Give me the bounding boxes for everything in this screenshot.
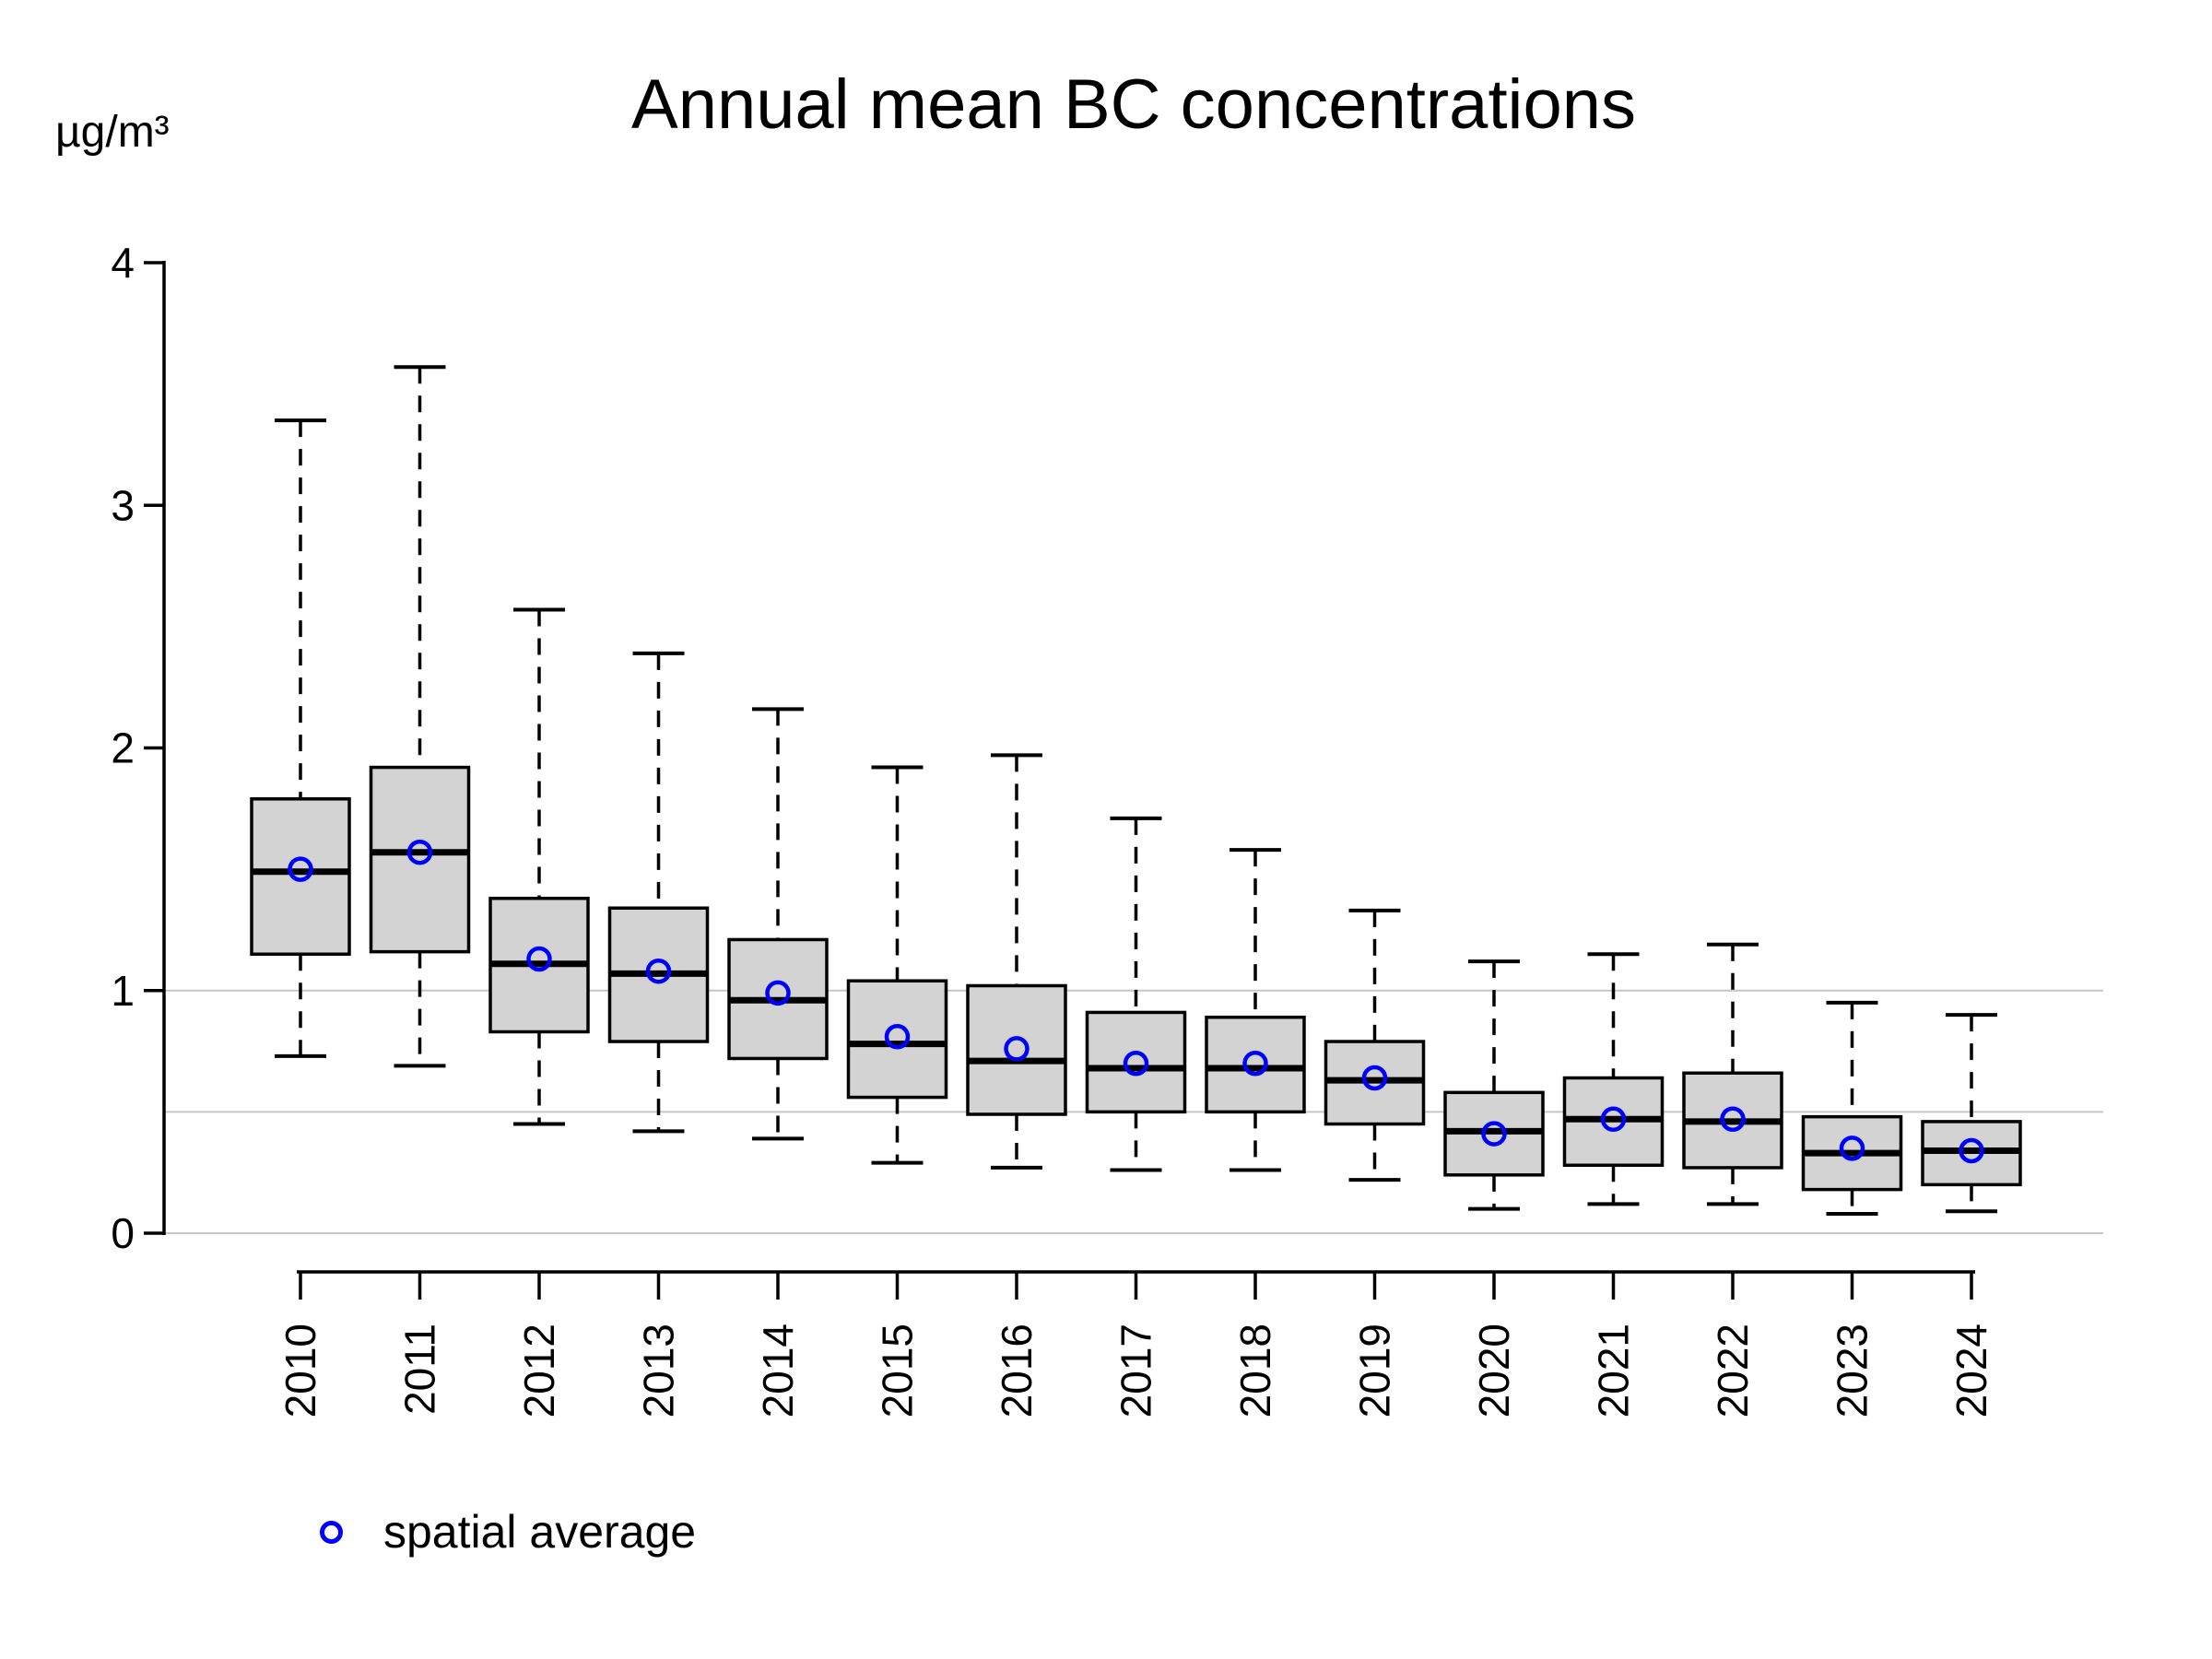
mean-marker bbox=[1839, 1135, 1865, 1161]
boxplot-2018 bbox=[1205, 848, 1306, 1172]
mean-marker bbox=[645, 958, 672, 984]
y-axis-unit-label: µg/m³ bbox=[55, 108, 170, 157]
x-tick-label-2012: 2012 bbox=[515, 1324, 563, 1418]
boxplot-2013 bbox=[607, 651, 710, 1134]
x-tick-label-2017: 2017 bbox=[1112, 1324, 1160, 1418]
boxplot-2010 bbox=[250, 418, 351, 1058]
boxplot-2015 bbox=[846, 765, 948, 1165]
x-tick-label-2022: 2022 bbox=[1709, 1324, 1757, 1418]
x-tick-label-2014: 2014 bbox=[754, 1324, 802, 1418]
x-tick-label-2013: 2013 bbox=[635, 1324, 683, 1418]
x-tick-label-2015: 2015 bbox=[874, 1324, 922, 1418]
boxplot-2020 bbox=[1443, 959, 1545, 1211]
mean-marker bbox=[1123, 1050, 1149, 1077]
y-tick-label-2: 2 bbox=[111, 724, 135, 772]
mean-marker bbox=[765, 980, 791, 1006]
boxplot-2011 bbox=[369, 365, 471, 1068]
x-tick-label-2020: 2020 bbox=[1470, 1324, 1518, 1418]
boxplot-2023 bbox=[1801, 1000, 1903, 1216]
boxplot-2017 bbox=[1085, 816, 1187, 1172]
x-tick-label-2011: 2011 bbox=[396, 1324, 444, 1415]
spatial-average-circle-icon bbox=[320, 1520, 343, 1544]
iqr-box bbox=[1205, 1015, 1306, 1114]
boxplot-2022 bbox=[1682, 942, 1783, 1206]
mean-marker bbox=[1004, 1036, 1030, 1062]
x-tick-label-2018: 2018 bbox=[1231, 1324, 1279, 1418]
iqr-box bbox=[966, 983, 1067, 1116]
mean-marker bbox=[1959, 1137, 1984, 1164]
iqr-box bbox=[369, 765, 471, 954]
y-tick-label-3: 3 bbox=[111, 481, 135, 529]
x-tick-label-2024: 2024 bbox=[1947, 1324, 1995, 1418]
y-tick-label-4: 4 bbox=[111, 239, 135, 287]
boxplot-2016 bbox=[966, 753, 1067, 1170]
boxplot-2021 bbox=[1562, 952, 1665, 1206]
mean-marker bbox=[1361, 1065, 1388, 1091]
mean-marker bbox=[1481, 1121, 1507, 1147]
mean-marker bbox=[526, 946, 552, 972]
mean-marker bbox=[406, 839, 433, 865]
mean-marker bbox=[1600, 1106, 1627, 1133]
chart-title: Annual mean BC concentrations bbox=[631, 65, 1636, 144]
mean-marker bbox=[884, 1024, 911, 1050]
x-tick-label-2023: 2023 bbox=[1829, 1324, 1877, 1418]
y-tick-label-0: 0 bbox=[111, 1209, 135, 1257]
mean-marker bbox=[288, 856, 313, 882]
iqr-box bbox=[846, 979, 948, 1100]
legend: spatial average bbox=[320, 1506, 696, 1558]
boxplot-2012 bbox=[488, 607, 590, 1126]
mean-marker bbox=[1720, 1106, 1746, 1133]
y-tick-label-1: 1 bbox=[111, 967, 135, 1015]
x-tick-label-2010: 2010 bbox=[276, 1324, 324, 1418]
mean-marker bbox=[1242, 1050, 1268, 1077]
x-tick-label-2021: 2021 bbox=[1590, 1324, 1638, 1418]
boxplot-2024 bbox=[1921, 1013, 2022, 1214]
boxplot-2014 bbox=[727, 707, 829, 1141]
legend-label: spatial average bbox=[383, 1506, 697, 1558]
iqr-box bbox=[250, 797, 351, 957]
x-tick-label-2019: 2019 bbox=[1351, 1324, 1399, 1418]
x-tick-label-2016: 2016 bbox=[993, 1324, 1041, 1418]
iqr-box bbox=[1085, 1010, 1187, 1114]
boxplot-2019 bbox=[1324, 908, 1426, 1182]
